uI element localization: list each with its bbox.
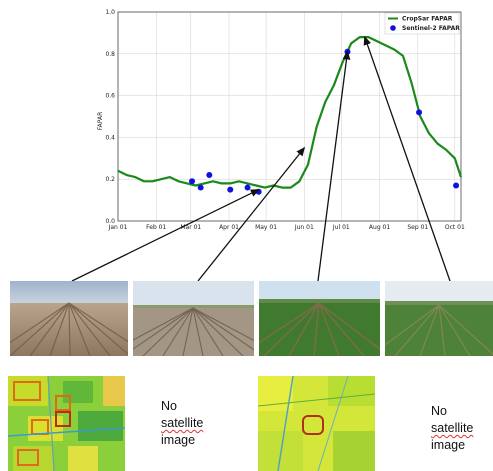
legend: CropSar FAPAR Sentinel-2 FAPAR (384, 12, 460, 35)
annotation-arrow (71, 189, 260, 281)
photo-young-crop (259, 281, 380, 356)
data-point-sentinel2 (255, 188, 262, 195)
data-point-sentinel2 (227, 186, 234, 193)
photo-bare-soil (10, 281, 128, 356)
x-tick-label: Aug 01 (369, 224, 390, 231)
y-tick-label: 0.6 (105, 93, 115, 100)
fapar-chart: FAPAR 0.0 0.2 0.4 0.6 0.8 1.0 Jan 01 Feb 01 Mar… (71, 9, 465, 281)
photo-ridged-soil (133, 281, 254, 356)
no-image-note-line: image (431, 438, 466, 452)
annotation-arrow (363, 35, 451, 281)
x-tick-label: Oct 01 (445, 224, 465, 231)
chart-grid (117, 11, 461, 222)
legend-label-cropsar: CropSar FAPAR (402, 16, 453, 23)
y-tick-labels: 0.0 0.2 0.4 0.6 0.8 1.0 (105, 9, 115, 225)
x-tick-labels: Jan 01 Feb 01 Mar 01 Apr 01 May 01 Jun 01 Jul … (108, 224, 465, 231)
no-image-note-line: No (431, 404, 447, 418)
no-image-note-line: No (161, 399, 177, 413)
data-point-sentinel2 (416, 109, 423, 116)
satellite-map-2 (258, 376, 375, 471)
chart-axes (117, 11, 462, 222)
y-tick-label: 0.2 (105, 176, 115, 183)
y-tick-label: 0.8 (105, 51, 115, 58)
series-points-sentinel2 (189, 48, 460, 195)
photo-dense-crop (385, 281, 493, 356)
annotation-arrows (71, 35, 451, 281)
no-image-note-line: satellite (161, 416, 204, 430)
no-image-note-1: No satellite image (161, 398, 203, 449)
annotation-arrow (197, 146, 306, 281)
plot-frame (117, 11, 462, 222)
data-point-sentinel2 (206, 172, 213, 179)
legend-dot-swatch (390, 25, 396, 31)
data-point-sentinel2 (189, 178, 196, 185)
x-tick-label: Jul 01 (332, 224, 350, 231)
x-tick-label: Jun 01 (294, 224, 314, 231)
satellite-map-1 (8, 376, 125, 471)
x-tick-label: Apr 01 (219, 224, 239, 231)
legend-label-sentinel2: Sentinel-2 FAPAR (402, 25, 460, 32)
series-line-cropsar (117, 36, 463, 189)
data-point-sentinel2 (453, 182, 460, 189)
legend-box (384, 12, 460, 35)
no-image-note-line: image (161, 433, 196, 447)
no-image-note-line: satellite (431, 421, 474, 435)
x-tick-label: Sep 01 (407, 224, 428, 231)
x-tick-label: Feb 01 (146, 224, 166, 231)
x-tick-label: Jan 01 (108, 224, 128, 231)
y-tick-label: 1.0 (105, 9, 115, 16)
annotation-arrow (317, 50, 351, 281)
no-image-note-2: No satellite image (431, 403, 473, 454)
y-tick-label: 0.0 (105, 218, 115, 225)
x-tick-label: Mar 01 (180, 224, 201, 231)
data-point-sentinel2 (197, 184, 204, 191)
data-point-sentinel2 (244, 184, 251, 191)
y-tick-label: 0.4 (105, 134, 115, 141)
x-tick-label: May 01 (255, 224, 277, 231)
y-axis-label: FAPAR (97, 112, 104, 131)
